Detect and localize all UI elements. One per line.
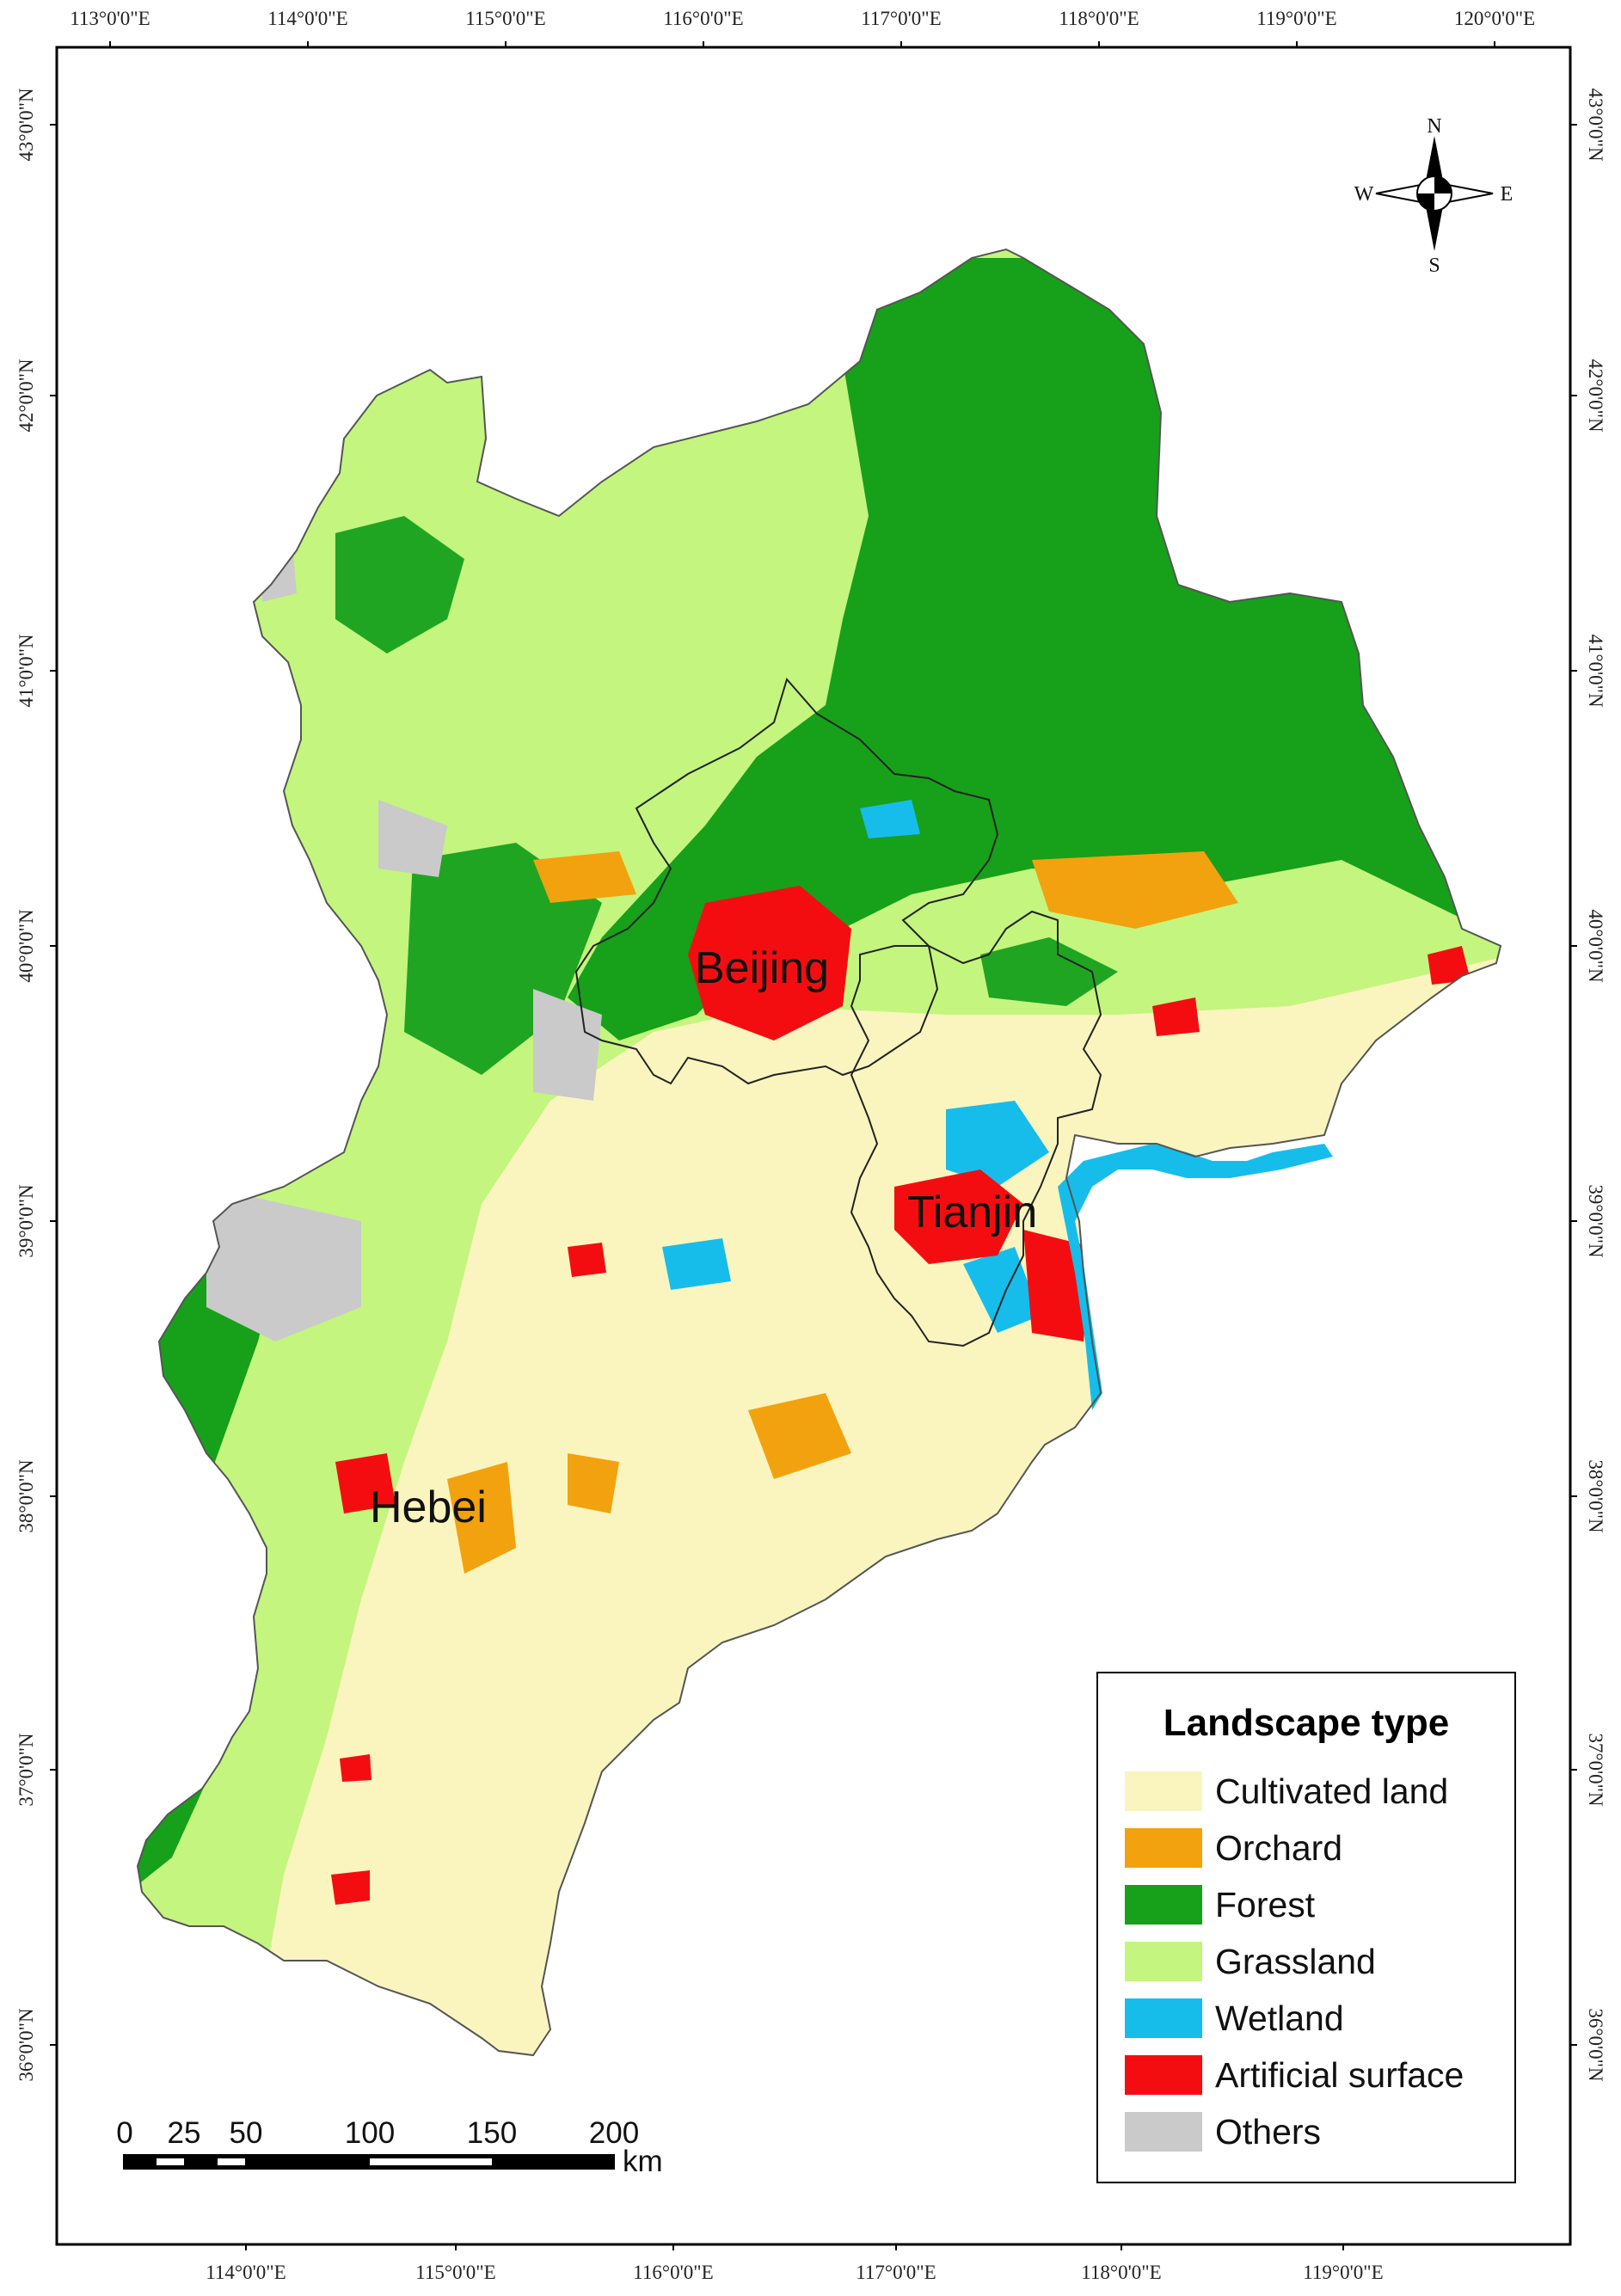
legend-label-artificial-surface: Artificial surface bbox=[1215, 2055, 1464, 2095]
right-tick-label: 42°0'0"N bbox=[1585, 359, 1606, 433]
forest-area bbox=[980, 937, 1118, 1006]
left-tick-label: 39°0'0"N bbox=[15, 1184, 37, 1258]
right-tick-label: 36°0'0"N bbox=[1585, 2008, 1606, 2082]
legend-swatch-others bbox=[1125, 2112, 1202, 2152]
bottom-tick-label: 117°0'0"E bbox=[856, 2262, 936, 2283]
top-tick-label: 114°0'0"E bbox=[267, 8, 347, 29]
artificial-surface-area bbox=[1152, 998, 1200, 1036]
top-tick-label: 115°0'0"E bbox=[465, 8, 545, 29]
legend-label-orchard: Orchard bbox=[1215, 1828, 1342, 1868]
wetland-area bbox=[860, 800, 920, 838]
scale-label: 0 bbox=[116, 2116, 132, 2150]
right-tick-label: 41°0'0"N bbox=[1585, 634, 1606, 708]
left-tick-label: 41°0'0"N bbox=[15, 634, 37, 708]
scale-label: 50 bbox=[230, 2116, 263, 2150]
orchard-area bbox=[447, 1462, 516, 1574]
legend-swatch-forest bbox=[1125, 1885, 1202, 1925]
top-tick-label: 116°0'0"E bbox=[663, 8, 743, 29]
orchard-area bbox=[533, 851, 636, 903]
top-tick-label: 118°0'0"E bbox=[1059, 8, 1139, 29]
scale-label: 100 bbox=[345, 2116, 395, 2150]
bottom-tick-label: 118°0'0"E bbox=[1081, 2262, 1161, 2283]
bottom-tick-label: 114°0'0"E bbox=[206, 2262, 286, 2283]
right-tick-label: 40°0'0"N bbox=[1585, 909, 1606, 983]
top-ticks: 113°0'0"E 114°0'0"E 115°0'0"E 116°0'0"E … bbox=[70, 8, 1535, 47]
legend: Landscape type Cultivated land Orchard F… bbox=[1096, 1672, 1516, 2183]
beijing-label: Beijing bbox=[695, 943, 829, 993]
artificial-surface-area bbox=[894, 1169, 1023, 1264]
hebei-label: Hebei bbox=[370, 1483, 487, 1532]
right-tick-label: 38°0'0"N bbox=[1585, 1459, 1606, 1533]
legend-swatch-artificial-surface bbox=[1125, 2055, 1202, 2095]
artificial-surface-area bbox=[335, 1453, 396, 1513]
legend-swatch-orchard bbox=[1125, 1828, 1202, 1868]
top-tick-label: 120°0'0"E bbox=[1454, 8, 1535, 29]
orchard-area bbox=[568, 1453, 619, 1513]
artificial-surface-area bbox=[1428, 946, 1471, 985]
top-tick-label: 113°0'0"E bbox=[70, 8, 150, 29]
top-tick-label: 119°0'0"E bbox=[1256, 8, 1336, 29]
left-tick-label: 43°0'0"N bbox=[15, 88, 37, 162]
bottom-tick-label: 116°0'0"E bbox=[633, 2262, 713, 2283]
orchard-area bbox=[748, 1393, 851, 1479]
tianjin-boundary bbox=[850, 910, 1102, 1348]
orchard-area bbox=[1032, 851, 1238, 929]
scale-label: 200 bbox=[589, 2116, 639, 2150]
left-tick-label: 36°0'0"N bbox=[15, 2008, 37, 2082]
legend-swatch-cultivated-land bbox=[1125, 1771, 1202, 1811]
others-area bbox=[533, 989, 602, 1101]
scale-label: 150 bbox=[467, 2116, 517, 2150]
left-ticks: 43°0'0"N 42°0'0"N 41°0'0"N 40°0'0"N 39°0… bbox=[15, 88, 57, 2082]
artificial-surface-area bbox=[340, 1754, 371, 1782]
beijing-boundary bbox=[574, 677, 999, 1085]
left-tick-label: 42°0'0"N bbox=[15, 359, 37, 433]
right-ticks: 43°0'0"N 42°0'0"N 41°0'0"N 40°0'0"N 39°0… bbox=[1570, 88, 1606, 2082]
forest-area bbox=[568, 258, 1501, 1041]
coastline bbox=[1058, 1144, 1333, 1410]
artificial-surface-area bbox=[568, 1243, 606, 1277]
wetland-area bbox=[963, 1247, 1041, 1333]
scale-unit: km bbox=[623, 2145, 663, 2178]
right-tick-label: 37°0'0"N bbox=[1585, 1733, 1606, 1807]
scale-label: 25 bbox=[168, 2116, 201, 2150]
others-area bbox=[206, 1187, 361, 1341]
tianjin-label: Tianjin bbox=[907, 1188, 1037, 1237]
region-outline bbox=[136, 248, 1502, 2057]
left-tick-label: 37°0'0"N bbox=[15, 1733, 37, 1807]
legend-label-others: Others bbox=[1215, 2112, 1321, 2152]
left-tick-label: 38°0'0"N bbox=[15, 1459, 37, 1533]
legend-label-wetland: Wetland bbox=[1215, 1998, 1344, 2038]
bottom-tick-label: 119°0'0"E bbox=[1303, 2262, 1383, 2283]
right-tick-label: 43°0'0"N bbox=[1585, 88, 1606, 162]
artificial-surface-area bbox=[331, 1870, 370, 1905]
forest-area bbox=[335, 516, 464, 654]
legend-swatch-grassland bbox=[1125, 1942, 1202, 1981]
left-tick-label: 40°0'0"N bbox=[15, 909, 37, 983]
right-tick-label: 39°0'0"N bbox=[1585, 1184, 1606, 1258]
legend-title: Landscape type bbox=[1164, 1702, 1450, 1744]
compass-e-label: E bbox=[1501, 183, 1514, 206]
scale-bar: 0 25 50 100 150 200 km bbox=[116, 2116, 662, 2178]
others-area bbox=[378, 800, 447, 877]
legend-label-grassland: Grassland bbox=[1215, 1942, 1376, 1981]
compass-n-label: N bbox=[1427, 115, 1441, 138]
compass-w-label: W bbox=[1354, 183, 1374, 206]
top-tick-label: 117°0'0"E bbox=[861, 8, 941, 29]
wetland-area bbox=[946, 1101, 1049, 1187]
artificial-surface-area bbox=[688, 886, 851, 1041]
bottom-ticks: 114°0'0"E 115°0'0"E 116°0'0"E 117°0'0"E … bbox=[206, 2244, 1384, 2283]
legend-swatch-wetland bbox=[1125, 1998, 1202, 2038]
city-labels: Beijing Tianjin Hebei bbox=[370, 943, 1037, 1532]
north-arrow-icon: N S E W bbox=[1354, 115, 1514, 277]
legend-label-forest: Forest bbox=[1215, 1885, 1316, 1925]
compass-s-label: S bbox=[1428, 255, 1440, 277]
bottom-tick-label: 115°0'0"E bbox=[415, 2262, 495, 2283]
wetland-area bbox=[662, 1238, 731, 1290]
legend-label-cultivated-land: Cultivated land bbox=[1215, 1771, 1448, 1811]
